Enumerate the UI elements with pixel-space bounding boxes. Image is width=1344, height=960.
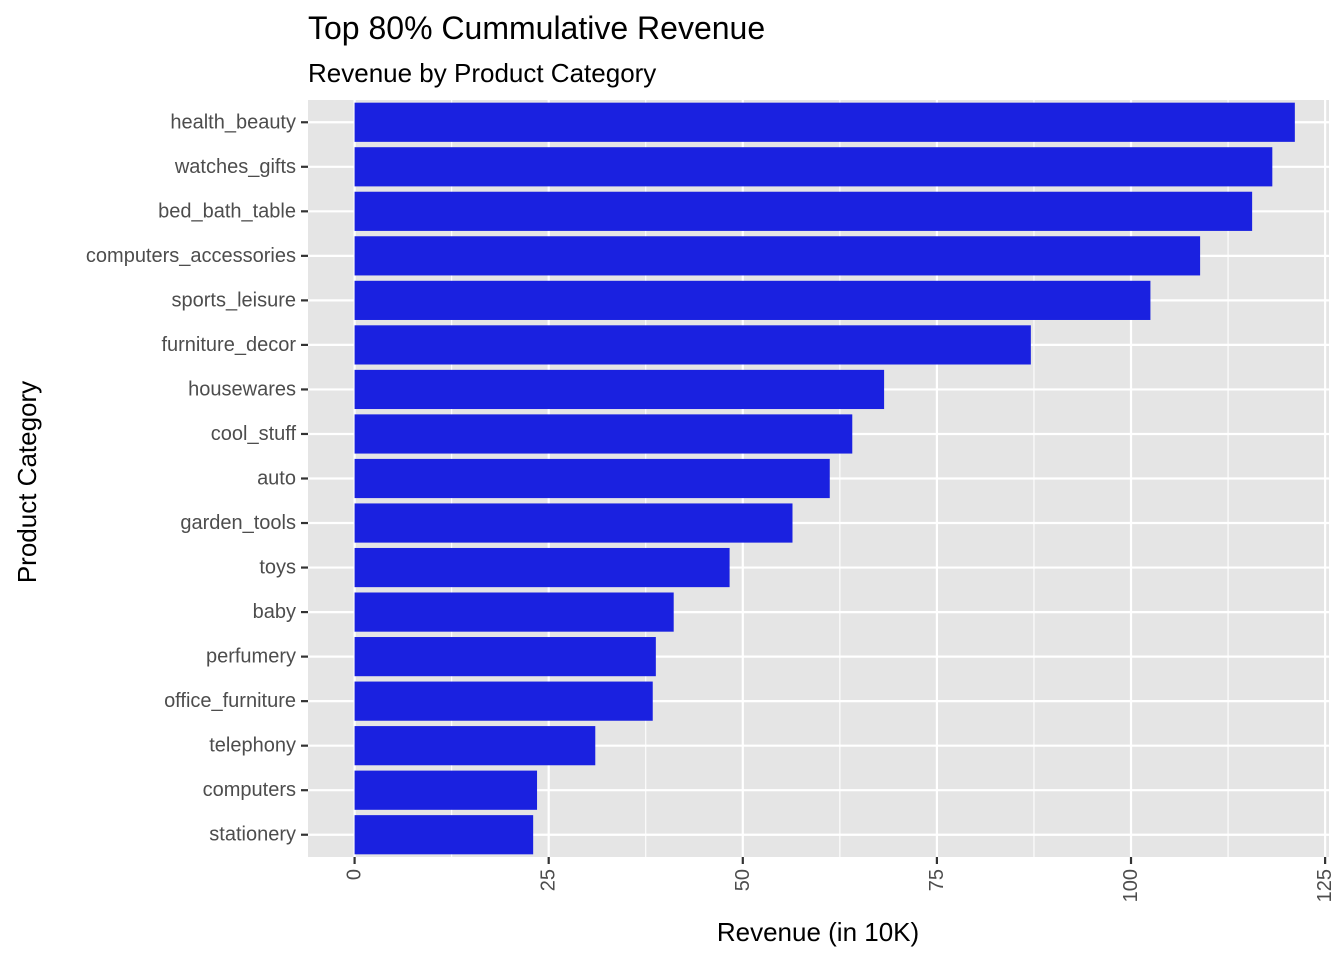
y-tick-label: auto <box>257 468 296 490</box>
bar-sports_leisure <box>354 280 1151 320</box>
y-tick-label: health_beauty <box>170 111 296 133</box>
y-tick-label: telephony <box>209 735 296 757</box>
bar-watches_gifts <box>354 147 1273 187</box>
bar-stationery <box>354 815 534 855</box>
bar-baby <box>354 592 674 632</box>
bar-toys <box>354 547 730 588</box>
y-axis-title: Product Category <box>12 381 42 583</box>
x-tick-label: 75 <box>926 869 948 891</box>
bar-bed_bath_table <box>354 191 1253 231</box>
y-tick-label: perfumery <box>206 646 296 668</box>
chart-subtitle: Revenue by Product Category <box>308 58 656 88</box>
y-tick-label: housewares <box>188 378 296 400</box>
y-tick-label: watches_gifts <box>174 156 296 178</box>
x-tick-label: 25 <box>538 869 560 891</box>
y-tick-label: cool_stuff <box>211 423 297 445</box>
chart-title: Top 80% Cummulative Revenue <box>308 10 765 46</box>
x-axis-ticks: 0 25 50 75 100 125 <box>344 857 1336 902</box>
bar-health_beauty <box>354 102 1295 142</box>
bar-telephony <box>354 726 596 766</box>
y-tick-label: furniture_decor <box>161 334 296 356</box>
y-tick-label: computers_accessories <box>86 245 296 267</box>
y-tick-label: toys <box>259 557 296 579</box>
x-tick-label: 0 <box>344 869 366 880</box>
y-tick-label: computers <box>203 779 296 801</box>
y-tick-label: garden_tools <box>180 512 296 534</box>
y-tick-label: office_furniture <box>164 690 296 712</box>
bar-auto <box>354 458 830 499</box>
y-tick-label: bed_bath_table <box>158 200 296 222</box>
bar-furniture_decor <box>354 325 1031 365</box>
x-tick-label: 125 <box>1314 869 1336 902</box>
x-axis-title: Revenue (in 10K) <box>717 917 919 947</box>
bar-cool_stuff <box>354 414 853 454</box>
y-tick-label: stationery <box>209 824 296 846</box>
bar-perfumery <box>354 637 656 677</box>
bar-garden_tools <box>354 503 793 543</box>
x-tick-label: 100 <box>1120 869 1142 902</box>
y-tick-label: baby <box>253 601 296 623</box>
bar-computers <box>354 770 538 810</box>
y-axis-ticks: health_beauty watches_gifts bed_bath_table… <box>86 111 308 846</box>
bar-computers_accessories <box>354 236 1201 276</box>
bars <box>354 102 1295 855</box>
x-tick-label: 50 <box>732 869 754 891</box>
bar-housewares <box>354 369 885 410</box>
bar-office_furniture <box>354 681 653 721</box>
y-tick-label: sports_leisure <box>171 289 296 311</box>
